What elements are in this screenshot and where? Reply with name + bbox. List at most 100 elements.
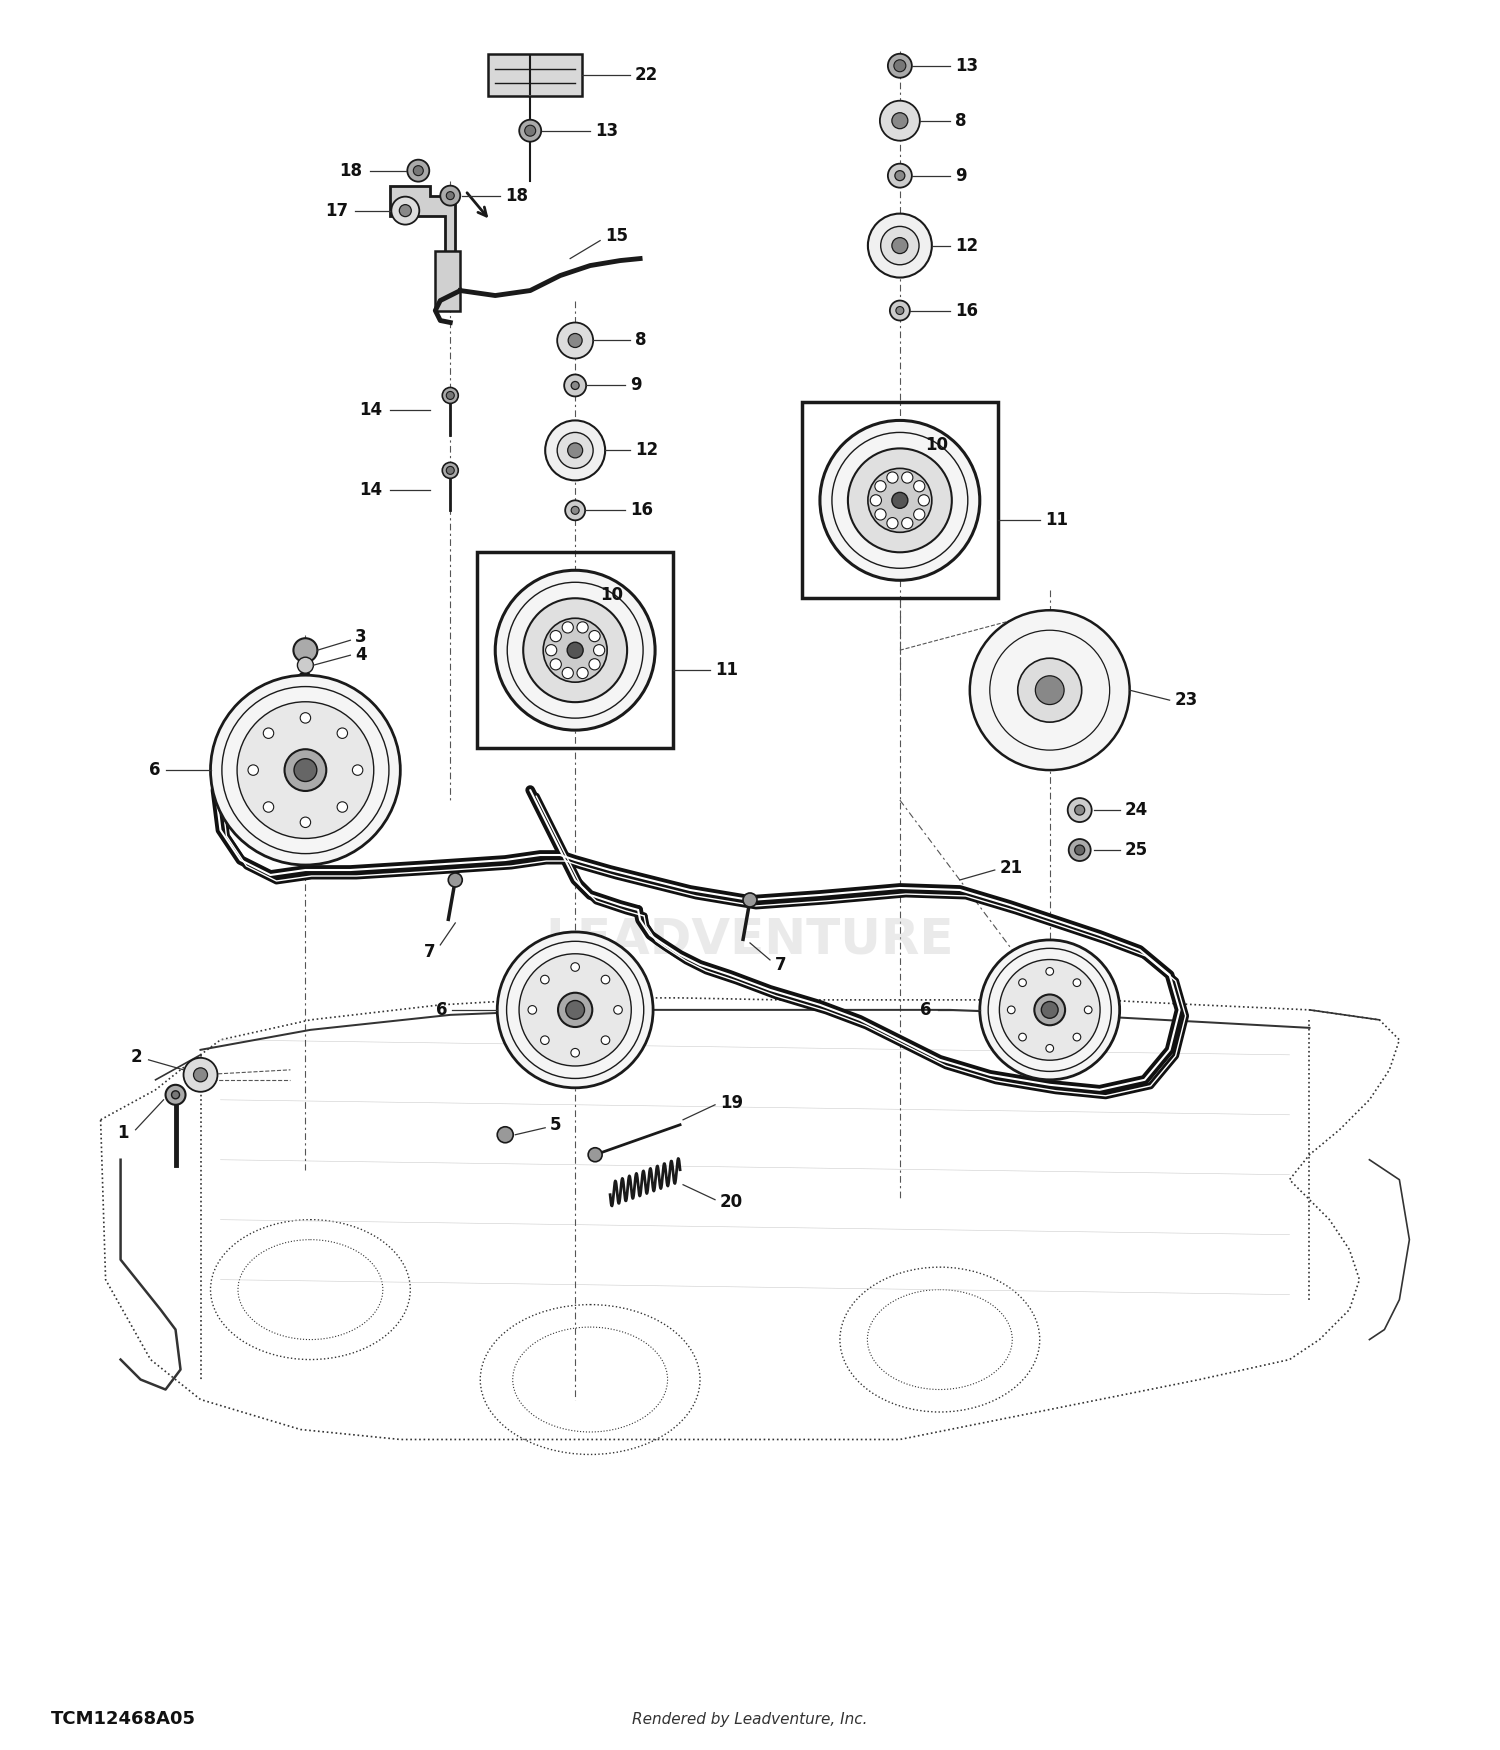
Circle shape <box>572 382 579 390</box>
Text: 25: 25 <box>1125 842 1148 859</box>
Text: 15: 15 <box>604 226 628 245</box>
Circle shape <box>544 420 604 480</box>
Circle shape <box>868 214 932 278</box>
Circle shape <box>870 495 882 506</box>
Text: 6: 6 <box>921 1001 932 1018</box>
Text: 16: 16 <box>630 500 652 520</box>
Circle shape <box>1074 845 1084 856</box>
Circle shape <box>1008 1006 1016 1013</box>
Circle shape <box>556 432 592 469</box>
Circle shape <box>496 933 652 1088</box>
Circle shape <box>441 186 460 205</box>
Circle shape <box>392 196 420 224</box>
Circle shape <box>890 301 910 320</box>
Text: 14: 14 <box>358 401 382 420</box>
Text: 22: 22 <box>634 66 658 84</box>
Text: 10: 10 <box>926 436 948 455</box>
Text: 21: 21 <box>1000 859 1023 877</box>
Circle shape <box>880 226 920 264</box>
Circle shape <box>546 644 556 656</box>
Circle shape <box>300 712 310 723</box>
Circle shape <box>892 112 908 130</box>
Circle shape <box>567 443 582 458</box>
Circle shape <box>894 60 906 72</box>
Circle shape <box>550 630 561 642</box>
Circle shape <box>888 164 912 187</box>
Circle shape <box>442 387 459 404</box>
Text: 10: 10 <box>600 586 622 604</box>
Circle shape <box>540 1036 549 1045</box>
Circle shape <box>566 1001 585 1018</box>
Polygon shape <box>390 186 456 306</box>
Circle shape <box>742 892 758 906</box>
Text: 24: 24 <box>1125 802 1148 819</box>
Circle shape <box>1046 1045 1053 1052</box>
Circle shape <box>171 1090 180 1099</box>
Text: LEADVENTURE: LEADVENTURE <box>546 915 954 964</box>
Circle shape <box>237 702 374 838</box>
Circle shape <box>165 1085 186 1104</box>
Circle shape <box>352 765 363 775</box>
Circle shape <box>566 500 585 520</box>
Text: 8: 8 <box>634 331 646 350</box>
Circle shape <box>447 192 454 200</box>
Text: 19: 19 <box>720 1094 742 1111</box>
Text: 1: 1 <box>117 1124 129 1141</box>
Circle shape <box>902 473 914 483</box>
Circle shape <box>183 1057 218 1092</box>
Polygon shape <box>435 250 460 310</box>
Circle shape <box>528 1006 537 1015</box>
Circle shape <box>496 1127 513 1143</box>
Circle shape <box>847 448 952 553</box>
Circle shape <box>562 667 573 679</box>
Circle shape <box>442 462 459 478</box>
Circle shape <box>578 667 588 679</box>
Circle shape <box>519 954 632 1066</box>
Text: 12: 12 <box>634 441 658 460</box>
Circle shape <box>1019 978 1026 987</box>
Circle shape <box>556 322 592 359</box>
Circle shape <box>285 749 327 791</box>
Circle shape <box>1035 994 1065 1026</box>
Text: 12: 12 <box>956 236 978 254</box>
Circle shape <box>540 975 549 984</box>
Text: TCM12468A05: TCM12468A05 <box>51 1710 195 1729</box>
Circle shape <box>1084 1006 1092 1013</box>
Circle shape <box>880 102 920 140</box>
Circle shape <box>519 119 542 142</box>
Circle shape <box>914 481 926 492</box>
Circle shape <box>614 1006 622 1015</box>
Circle shape <box>1068 798 1092 822</box>
Circle shape <box>447 392 454 399</box>
Circle shape <box>1019 658 1082 723</box>
Circle shape <box>590 658 600 670</box>
Circle shape <box>594 644 604 656</box>
Circle shape <box>590 630 600 642</box>
Text: 11: 11 <box>1044 511 1068 528</box>
Circle shape <box>1046 968 1053 975</box>
Circle shape <box>294 760 316 782</box>
Circle shape <box>543 618 608 682</box>
Circle shape <box>892 238 908 254</box>
Circle shape <box>297 658 314 674</box>
Text: 11: 11 <box>716 662 738 679</box>
Circle shape <box>874 481 886 492</box>
Circle shape <box>874 509 886 520</box>
Circle shape <box>572 1048 579 1057</box>
Text: 17: 17 <box>326 201 348 219</box>
Circle shape <box>448 873 462 887</box>
Text: 7: 7 <box>776 956 786 975</box>
Circle shape <box>572 506 579 514</box>
Circle shape <box>1035 676 1064 705</box>
Circle shape <box>414 166 423 175</box>
Circle shape <box>248 765 258 775</box>
Text: 13: 13 <box>596 123 618 140</box>
Text: 9: 9 <box>956 166 966 186</box>
Circle shape <box>970 611 1130 770</box>
Circle shape <box>918 495 930 506</box>
Circle shape <box>1068 838 1090 861</box>
Circle shape <box>399 205 411 217</box>
Text: 23: 23 <box>1174 691 1198 709</box>
Circle shape <box>564 374 586 397</box>
Text: 3: 3 <box>356 628 368 646</box>
